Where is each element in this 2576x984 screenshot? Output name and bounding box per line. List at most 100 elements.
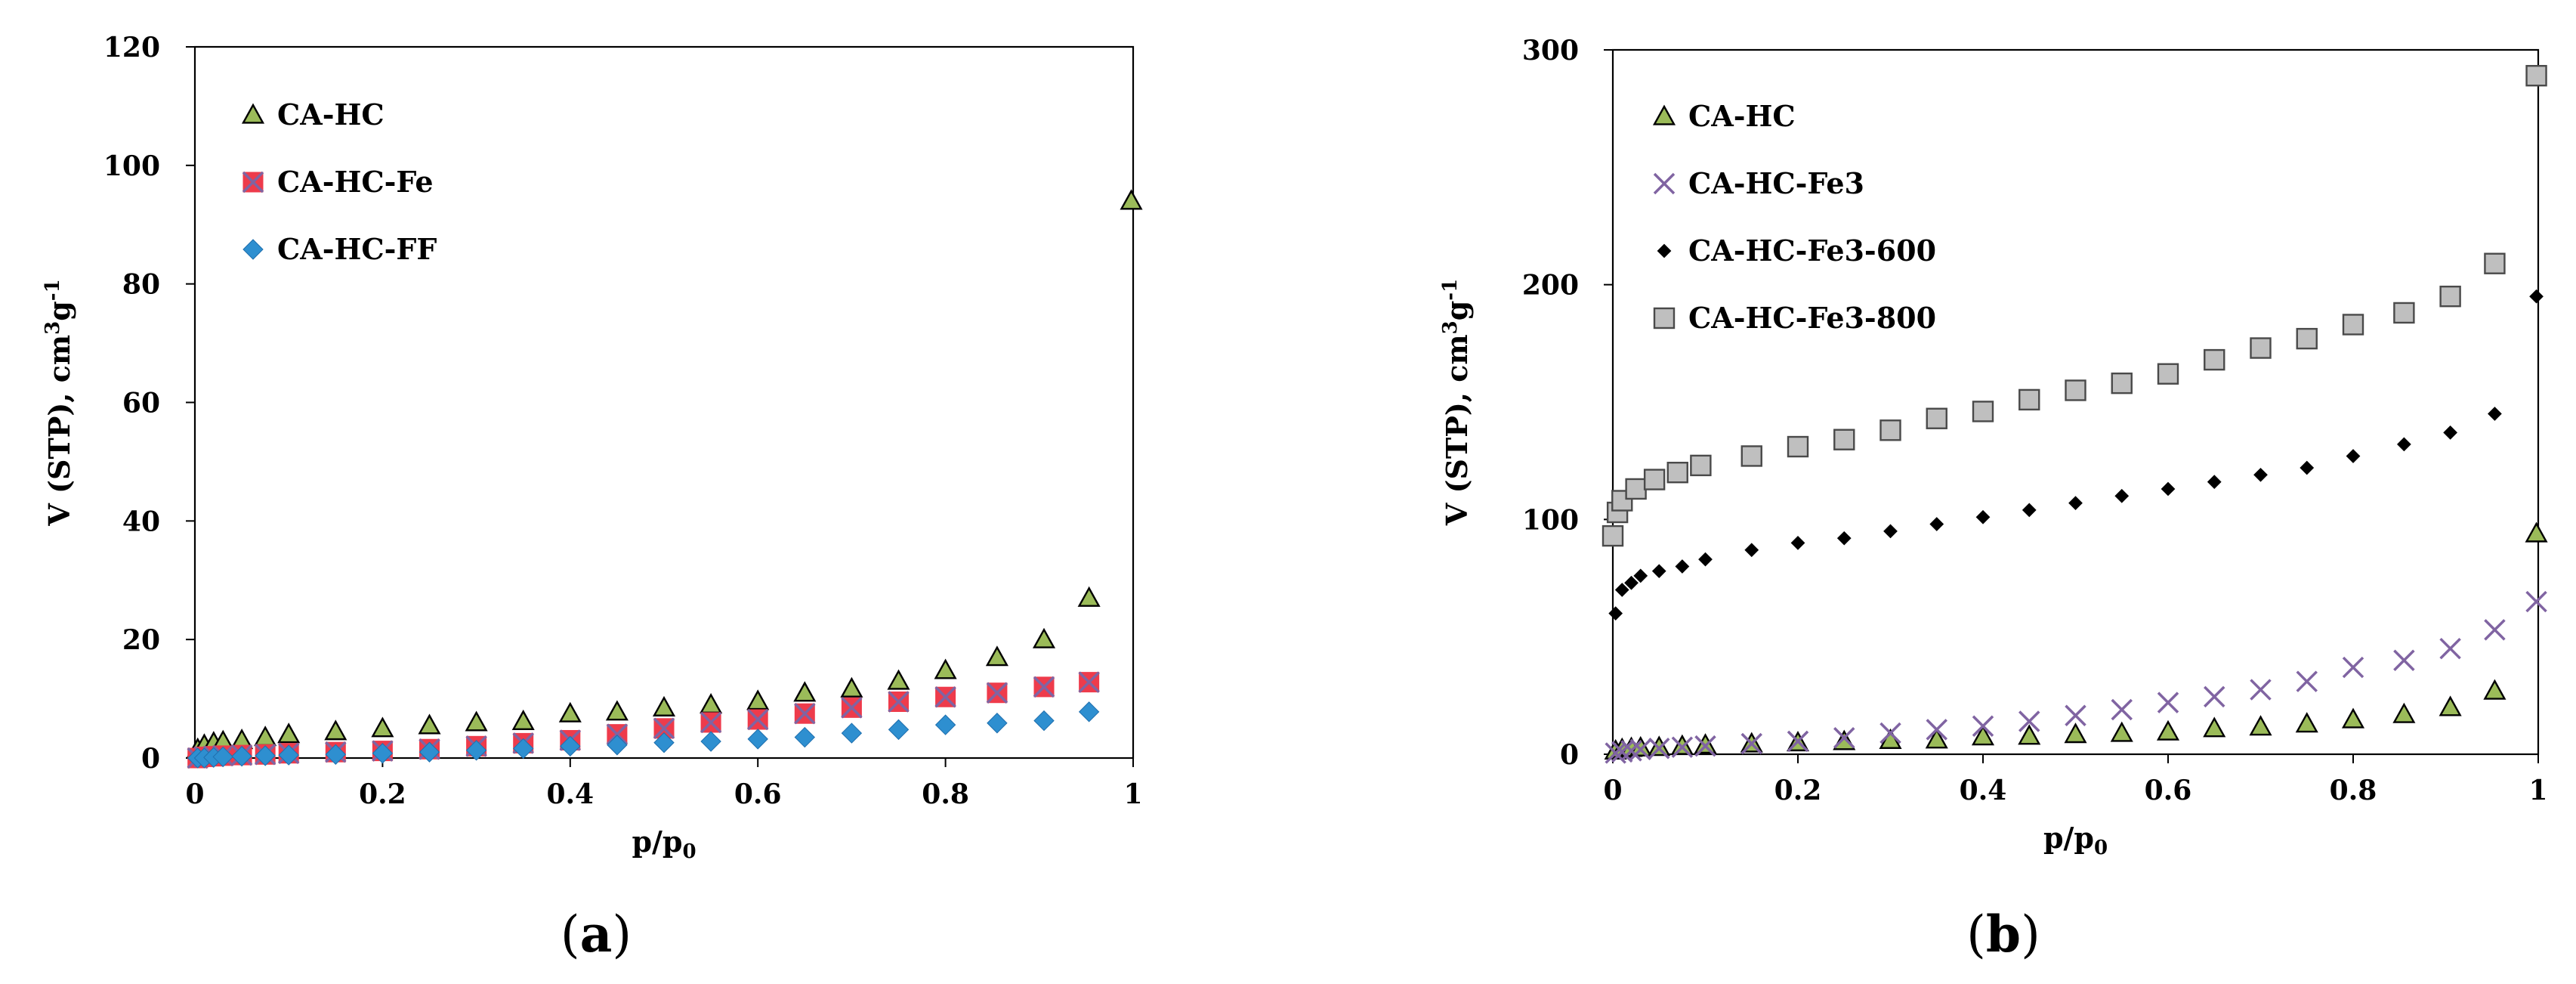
data-point	[2250, 337, 2272, 359]
data-point	[2439, 637, 2461, 660]
series-ca-hc-fe3-800	[1602, 64, 2547, 547]
data-point	[2439, 695, 2462, 716]
legend-label: CA-HC-Fe3-800	[1688, 301, 1936, 335]
data-point	[2397, 437, 2411, 452]
x-tick-label: 0.4	[1960, 775, 2007, 806]
data-point	[2439, 286, 2461, 308]
x-tick-label: 0.8	[922, 778, 969, 810]
data-point	[2161, 481, 2176, 497]
data-point	[2300, 460, 2315, 475]
data-point	[2525, 521, 2548, 543]
data-point	[1694, 735, 1716, 757]
series-ca-hc-fe	[187, 671, 1100, 769]
data-point	[1790, 536, 1805, 550]
data-point	[255, 745, 276, 766]
legend: CA-HC CA-HC-Fe CA-HC-FF	[241, 97, 437, 266]
data-point	[1032, 627, 1056, 648]
legend-entry: CA-HC	[1652, 99, 1796, 133]
y-axis-label: V (STP), cm3g-1	[42, 279, 76, 526]
data-point	[277, 723, 301, 744]
data-point	[1611, 741, 1633, 763]
panel-label: (a)	[561, 905, 632, 964]
data-point	[2342, 314, 2364, 336]
legend-label: CA-HC	[277, 97, 385, 132]
y-tick-label: 120	[103, 32, 160, 63]
legend-entry: CA-HC-Fe	[242, 165, 434, 199]
data-point	[794, 702, 816, 725]
data-point	[2484, 619, 2506, 641]
x-tick-label: 1	[1123, 778, 1142, 810]
x-tick-label: 0.2	[1774, 775, 1822, 806]
data-point	[794, 726, 816, 748]
x-tick-label: 0	[185, 778, 204, 810]
data-point	[1614, 583, 1629, 597]
legend-marker	[1652, 104, 1676, 125]
data-point	[700, 692, 723, 714]
data-point	[1643, 469, 1666, 490]
legend-entry: CA-HC	[241, 97, 385, 132]
legend-marker	[1653, 172, 1676, 195]
legend-entry: CA-HC-Fe3-800	[1653, 301, 1936, 335]
data-point	[1836, 531, 1852, 546]
data-point	[2204, 348, 2225, 371]
data-point	[1625, 478, 1647, 500]
data-point	[1879, 722, 1901, 744]
plot-frame	[193, 45, 1135, 760]
data-point	[700, 731, 721, 752]
data-point	[1740, 732, 1762, 755]
data-point	[1648, 735, 1671, 757]
data-point	[2018, 724, 2041, 745]
data-point	[1033, 676, 1055, 698]
legend-entry: CA-HC-Fe3	[1653, 166, 1864, 200]
data-point	[888, 719, 910, 741]
data-point	[2018, 710, 2040, 732]
data-point	[652, 695, 676, 716]
data-point	[1666, 462, 1688, 484]
x-axis-label: p/p0	[2043, 821, 2108, 859]
data-point	[1077, 586, 1101, 607]
legend-label: CA-HC-Fe	[277, 165, 434, 199]
data-point	[841, 723, 863, 744]
data-point	[2068, 496, 2083, 510]
data-point	[934, 658, 957, 679]
data-point	[324, 719, 347, 741]
x-tick-label: 0.4	[546, 778, 594, 810]
x-tick-label: 1	[2528, 775, 2547, 806]
legend-label: CA-HC-Fe3-600	[1688, 234, 1936, 268]
data-point	[1620, 740, 1642, 762]
data-point	[254, 726, 277, 747]
data-point	[560, 735, 581, 757]
data-point	[747, 729, 768, 750]
data-point	[2203, 716, 2226, 738]
data-point	[2207, 475, 2222, 489]
legend-marker	[1653, 307, 1676, 330]
data-point	[2065, 379, 2086, 401]
data-point	[985, 645, 1008, 667]
y-tick-label: 200	[1522, 270, 1579, 302]
data-point	[2296, 670, 2318, 692]
data-point	[653, 732, 675, 753]
data-point	[987, 713, 1008, 734]
legend-entry: CA-HC-FF	[242, 232, 437, 266]
x-axis-label: p/p0	[632, 825, 696, 863]
legend-marker	[241, 103, 265, 124]
data-point	[558, 701, 582, 723]
data-point	[793, 681, 817, 702]
plot-frame	[1611, 48, 2540, 756]
legend-marker	[242, 171, 264, 193]
data-point	[1972, 401, 1994, 422]
data-point	[2295, 712, 2318, 733]
data-point	[1675, 559, 1690, 574]
data-point	[2393, 302, 2415, 324]
data-point	[325, 744, 347, 766]
data-point	[1926, 719, 1947, 741]
data-point	[2342, 656, 2364, 679]
data-point	[1926, 407, 1947, 429]
legend: CA-HC CA-HC-Fe3 CA-HC-Fe3-600 CA-HC-Fe3-800	[1652, 99, 1936, 335]
data-point	[2253, 467, 2268, 482]
data-point	[1608, 606, 1623, 620]
data-point	[2488, 407, 2502, 421]
data-point	[605, 700, 629, 721]
data-point	[2392, 702, 2416, 723]
y-tick-label: 40	[122, 506, 160, 537]
